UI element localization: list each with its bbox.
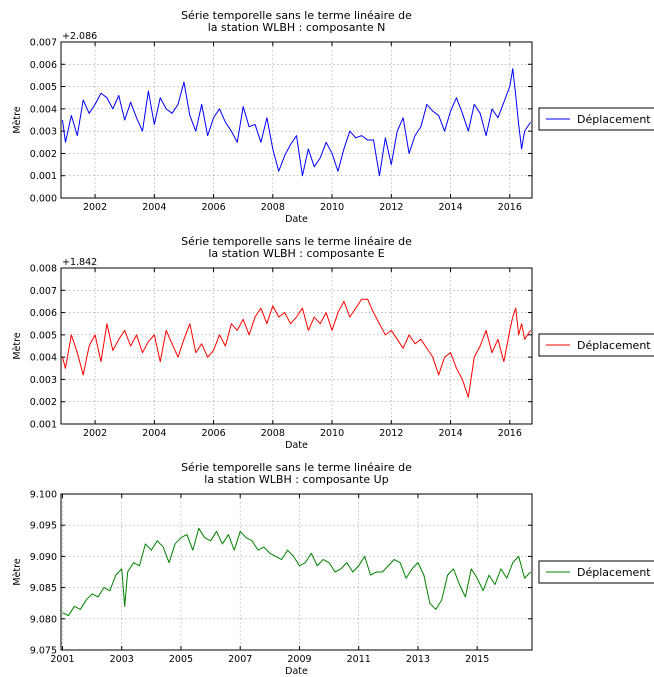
chart-panel-3: Série temporelle sans le terme linéaire … bbox=[12, 461, 654, 677]
x-tick-label: 2010 bbox=[320, 202, 344, 213]
x-tick-label: 2016 bbox=[498, 428, 522, 439]
x-tick-label: 2006 bbox=[201, 428, 225, 439]
y-axis-label: Mètre bbox=[12, 558, 23, 585]
x-tick-label: 2016 bbox=[498, 202, 522, 213]
plot-frame bbox=[60, 493, 533, 651]
chart-title-line: la station WLBH : composante N bbox=[208, 21, 386, 34]
chart-title-line: Série temporelle sans le terme linéaire … bbox=[181, 235, 412, 248]
y-tick-label: 0.006 bbox=[30, 60, 57, 71]
x-axis-label: Date bbox=[285, 214, 308, 225]
x-tick-label: 2009 bbox=[287, 654, 311, 665]
x-axis-label: Date bbox=[285, 666, 308, 677]
series-line-deplacement bbox=[61, 298, 531, 398]
y-offset-label: +2.086 bbox=[62, 31, 97, 42]
x-tick-label: 2012 bbox=[379, 202, 403, 213]
y-tick-label: 0.002 bbox=[30, 149, 57, 160]
x-tick-label: 2004 bbox=[142, 428, 166, 439]
x-tick-label: 2001 bbox=[50, 654, 74, 665]
series-line-deplacement bbox=[62, 527, 531, 617]
y-tick-label: 9.090 bbox=[30, 552, 57, 563]
y-tick-label: 0.008 bbox=[30, 264, 57, 275]
x-tick-label: 2002 bbox=[83, 202, 107, 213]
x-axis-label: Date bbox=[285, 440, 308, 451]
y-tick-label: 0.000 bbox=[30, 194, 57, 205]
y-tick-label: 0.004 bbox=[30, 104, 57, 115]
plot-frame bbox=[60, 267, 533, 425]
legend-box bbox=[538, 107, 654, 131]
y-axis-label: Mètre bbox=[12, 106, 23, 133]
y-tick-label: 0.005 bbox=[30, 82, 57, 93]
y-offset-label: +1.842 bbox=[62, 257, 97, 268]
y-tick-label: 9.100 bbox=[30, 490, 57, 501]
y-tick-label: 0.002 bbox=[30, 397, 57, 408]
x-tick-label: 2006 bbox=[201, 202, 225, 213]
x-tick-label: 2015 bbox=[465, 654, 489, 665]
x-tick-label: 2010 bbox=[320, 428, 344, 439]
x-tick-label: 2008 bbox=[261, 428, 285, 439]
chart-panel-1: Série temporelle sans le terme linéaire … bbox=[12, 9, 654, 225]
y-tick-label: 0.001 bbox=[30, 420, 57, 431]
y-tick-label: 0.004 bbox=[30, 353, 57, 364]
y-tick-label: 0.003 bbox=[30, 127, 57, 138]
x-tick-label: 2004 bbox=[142, 202, 166, 213]
x-tick-label: 2014 bbox=[438, 428, 462, 439]
y-tick-label: 9.080 bbox=[30, 614, 57, 625]
y-tick-label: 0.003 bbox=[30, 375, 57, 386]
y-tick-label: 0.007 bbox=[30, 38, 57, 49]
legend: Déplacement bbox=[538, 560, 654, 584]
y-tick-label: 0.006 bbox=[30, 308, 57, 319]
chart-title-line: Série temporelle sans le terme linéaire … bbox=[181, 9, 412, 22]
x-tick-label: 2012 bbox=[379, 428, 403, 439]
y-tick-label: 9.095 bbox=[30, 521, 57, 532]
chart-panel-2: Série temporelle sans le terme linéaire … bbox=[12, 235, 654, 451]
legend-box bbox=[538, 560, 654, 584]
x-tick-label: 2014 bbox=[438, 202, 462, 213]
chart-title-line: la station WLBH : composante Up bbox=[204, 473, 388, 486]
y-tick-label: 0.007 bbox=[30, 286, 57, 297]
series-line-deplacement bbox=[61, 68, 531, 177]
legend: Déplacement bbox=[538, 107, 654, 131]
legend-label: Déplacement bbox=[577, 566, 651, 579]
x-tick-label: 2008 bbox=[261, 202, 285, 213]
x-tick-label: 2007 bbox=[228, 654, 252, 665]
y-tick-label: 9.085 bbox=[30, 583, 57, 594]
legend-label: Déplacement bbox=[577, 339, 651, 352]
x-tick-label: 2011 bbox=[347, 654, 371, 665]
legend-label: Déplacement bbox=[577, 113, 651, 126]
chart-title-line: Série temporelle sans le terme linéaire … bbox=[181, 461, 412, 474]
x-tick-label: 2013 bbox=[406, 654, 430, 665]
legend-box bbox=[538, 333, 654, 357]
y-tick-label: 9.075 bbox=[30, 646, 57, 657]
y-axis-label: Mètre bbox=[12, 332, 23, 359]
x-tick-label: 2003 bbox=[110, 654, 134, 665]
chart-title-line: la station WLBH : composante E bbox=[208, 247, 384, 260]
legend: Déplacement bbox=[538, 333, 654, 357]
x-tick-label: 2005 bbox=[169, 654, 193, 665]
plot-frame bbox=[60, 41, 533, 199]
y-tick-label: 0.005 bbox=[30, 330, 57, 341]
y-tick-label: 0.001 bbox=[30, 171, 57, 182]
x-tick-label: 2002 bbox=[83, 428, 107, 439]
